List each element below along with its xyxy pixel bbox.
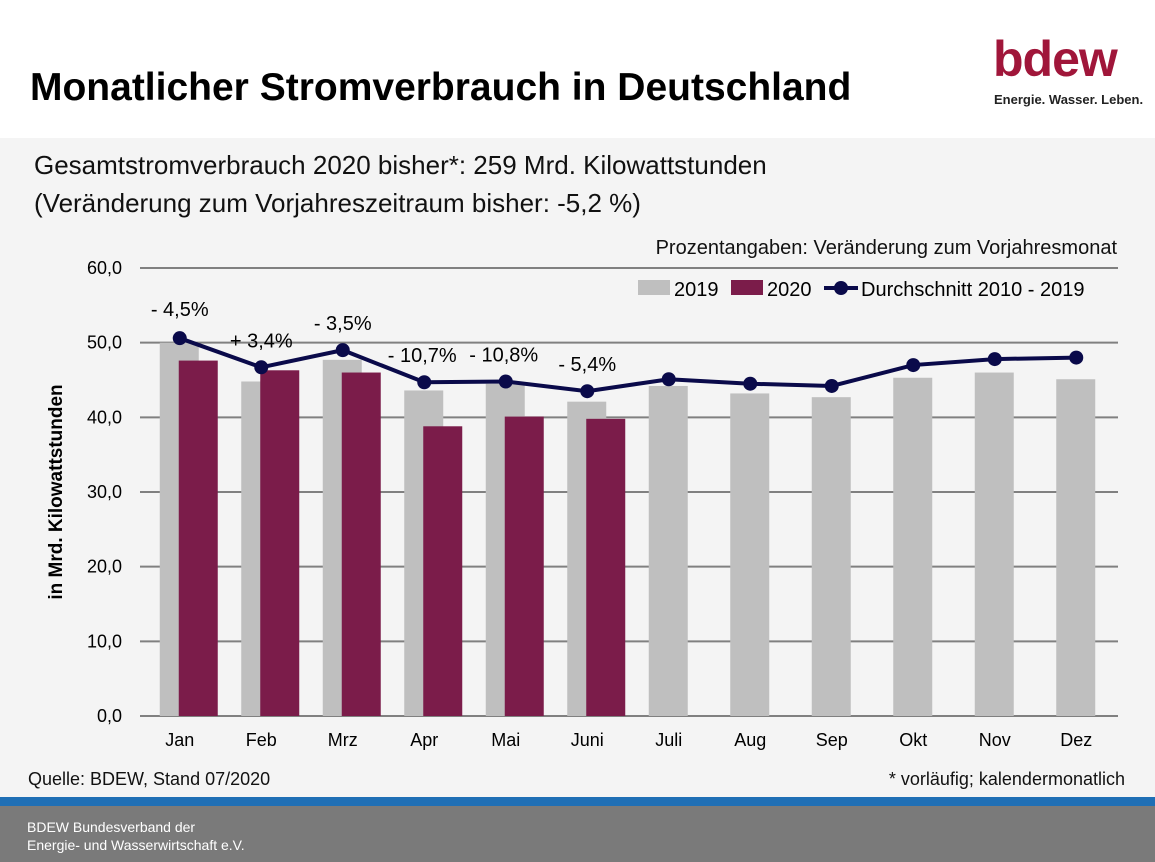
- x-tick-label: Aug: [734, 730, 766, 750]
- x-tick-label: Nov: [979, 730, 1011, 750]
- avg-point: [580, 384, 595, 399]
- bar-2019: [1056, 379, 1096, 716]
- x-tick-label: Sep: [816, 730, 848, 750]
- avg-point: [824, 378, 839, 393]
- logo-slogan: Energie. Wasser. Leben.: [994, 92, 1144, 107]
- avg-point: [254, 360, 269, 375]
- percent-note: Prozentangaben: Veränderung zum Vorjahre…: [655, 237, 1117, 259]
- x-tick-label: Jan: [165, 730, 194, 750]
- subtitle-line2: (Veränderung zum Vorjahreszeitraum bishe…: [34, 188, 641, 218]
- bar-2020: [423, 426, 463, 716]
- avg-point: [743, 376, 758, 391]
- footnote: * vorläufig; kalendermonatlich: [888, 769, 1125, 789]
- bar-2019: [974, 372, 1014, 716]
- bar-2020: [586, 418, 626, 716]
- x-tick-label: Apr: [410, 730, 438, 750]
- subtitle-line1: Gesamtstromverbrauch 2020 bisher*: 259 M…: [34, 150, 767, 180]
- avg-point: [661, 372, 676, 387]
- change-label: - 4,5%: [151, 299, 209, 321]
- bar-2019: [893, 377, 933, 716]
- change-label: - 10,8%: [469, 344, 538, 366]
- change-label: - 10,7%: [388, 345, 457, 367]
- header: Monatlicher Stromverbrauch in Deutschlan…: [0, 0, 1155, 138]
- y-tick-label: 0,0: [97, 706, 122, 726]
- y-tick-label: 60,0: [87, 258, 122, 278]
- chart: 0,0 10,0 20,0 30,0 40,0 50,0 60,0 in Mrd. Kilow…: [46, 258, 1118, 750]
- bar-2020: [178, 360, 218, 716]
- x-tick-label: Juni: [571, 730, 604, 750]
- legend-swatch-2020: [731, 280, 763, 295]
- legend-marker-avg: [834, 281, 848, 295]
- y-axis-label: in Mrd. Kilowattstunden: [46, 384, 67, 599]
- x-tick-label: Juli: [655, 730, 682, 750]
- avg-line: [179, 336, 1077, 394]
- footer-line1: BDEW Bundesverband der: [27, 819, 196, 835]
- footer: BDEW Bundesverband der Energie- und Wass…: [0, 806, 1155, 862]
- legend-label-2019: 2019: [674, 279, 719, 301]
- y-tick-label: 10,0: [87, 631, 122, 651]
- avg-point: [335, 343, 350, 358]
- avg-point: [906, 358, 921, 373]
- avg-point: [1069, 350, 1084, 365]
- page-title: Monatlicher Stromverbrauch in Deutschlan…: [30, 66, 852, 109]
- avg-point: [498, 374, 513, 389]
- bar-2019: [730, 393, 770, 716]
- legend-swatch-2019: [638, 280, 670, 295]
- divider-bar: [0, 797, 1155, 806]
- x-tick-label: Feb: [246, 730, 277, 750]
- y-tick-label: 50,0: [87, 333, 122, 353]
- y-tick-label: 20,0: [87, 557, 122, 577]
- avg-point: [987, 352, 1002, 367]
- x-tick-label: Dez: [1060, 730, 1092, 750]
- source-note: Quelle: BDEW, Stand 07/2020: [28, 769, 271, 789]
- legend-label-2020: 2020: [767, 279, 812, 301]
- change-label: - 5,4%: [558, 354, 616, 376]
- change-label: - 3,5%: [314, 313, 372, 335]
- avg-point: [417, 375, 432, 390]
- legend-label-avg: Durchschnitt 2010 - 2019: [861, 279, 1084, 301]
- bar-2019: [648, 385, 688, 716]
- y-tick-label: 30,0: [87, 482, 122, 502]
- x-tick-label: Okt: [899, 730, 927, 750]
- y-tick-label: 40,0: [87, 407, 122, 427]
- x-tick-label: Mrz: [328, 730, 358, 750]
- avg-point: [172, 331, 187, 346]
- footer-line2: Energie- und Wasserwirtschaft e.V.: [27, 837, 245, 853]
- bdew-logo: bdew: [993, 31, 1118, 87]
- x-tick-label: Mai: [491, 730, 520, 750]
- bar-2020: [260, 370, 300, 716]
- bar-2020: [504, 416, 544, 716]
- change-label: + 3,4%: [230, 330, 293, 352]
- bar-2020: [341, 372, 381, 716]
- bar-2019: [811, 397, 851, 716]
